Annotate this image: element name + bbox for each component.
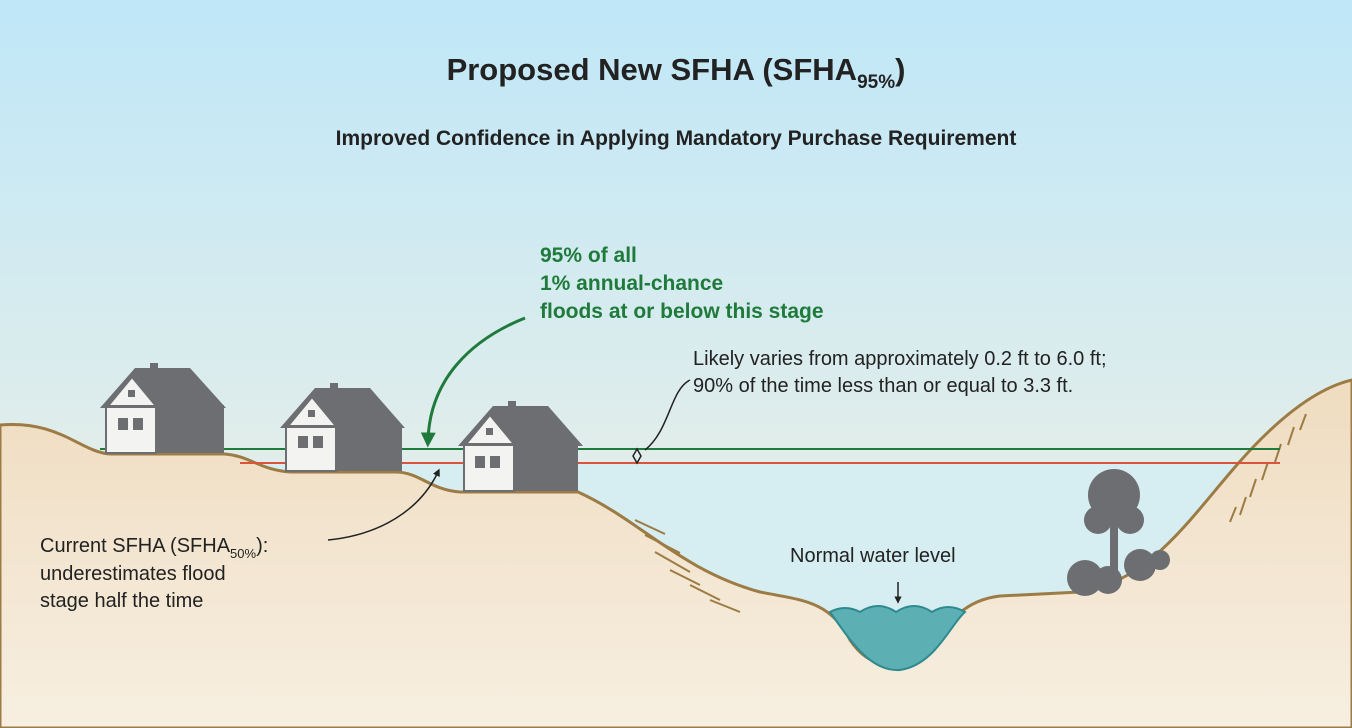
annotation-line: 1% annual-chance [540,272,723,295]
title-subscript: 95% [857,72,895,93]
annotation-line: stage half the time [40,590,203,612]
annotation-line: underestimates flood [40,563,226,585]
label-text: Current SFHA (SFHA [40,535,231,557]
annotation-line: 90% of the time less than or equal to 3.… [693,375,1073,397]
annotation-line: floods at or below this stage [540,300,824,323]
diagram: Proposed New SFHA (SFHA95%) Improved Con… [0,0,1352,728]
title-text: Proposed New SFHA (SFHA [447,52,858,87]
label-close: ): [256,535,268,557]
annotation-line: Likely varies from approximately 0.2 ft … [693,348,1107,370]
label-subscript: 50% [230,546,256,561]
title: Proposed New SFHA (SFHA95%) [447,52,906,93]
subtitle: Improved Confidence in Applying Mandator… [336,127,1017,150]
annotation-line: 95% of all [540,244,637,267]
normal-water-label: Normal water level [790,545,956,567]
title-close: ) [895,52,905,87]
